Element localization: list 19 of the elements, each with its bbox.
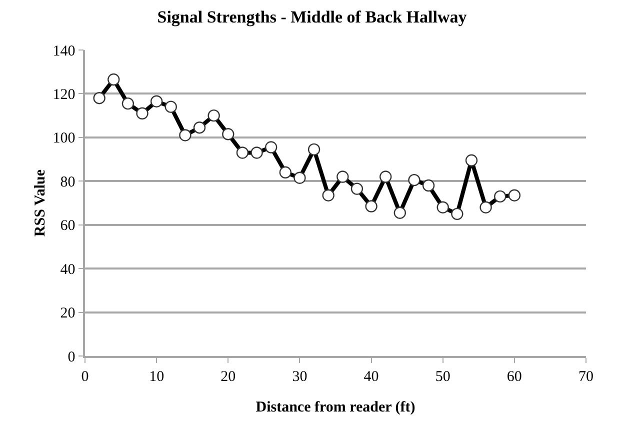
x-axis-title: Distance from reader (ft) [256,400,416,416]
x-tick-label: 50 [435,368,450,385]
x-tick-label: 40 [364,368,379,385]
y-tick-label: 100 [52,130,76,147]
y-tick-label: 20 [60,306,76,322]
x-tick-label: 30 [292,368,308,385]
y-tick-label: 80 [60,174,76,190]
x-tick-label: 60 [506,368,522,385]
y-axis-title: RSS Value [32,169,48,237]
x-tick-label: 20 [220,368,236,385]
y-tick-label: 120 [52,86,76,103]
chart-title: Signal Strengths - Middle of Back Hallway [157,8,468,27]
x-tick-label: 70 [578,368,594,385]
x-tick-label: 0 [81,368,89,385]
y-tick-label: 40 [60,262,76,278]
y-tick-label: 60 [60,218,76,234]
y-tick-label: 140 [52,43,76,60]
x-tick-label: 10 [149,368,164,385]
y-tick-label: 0 [68,349,76,366]
